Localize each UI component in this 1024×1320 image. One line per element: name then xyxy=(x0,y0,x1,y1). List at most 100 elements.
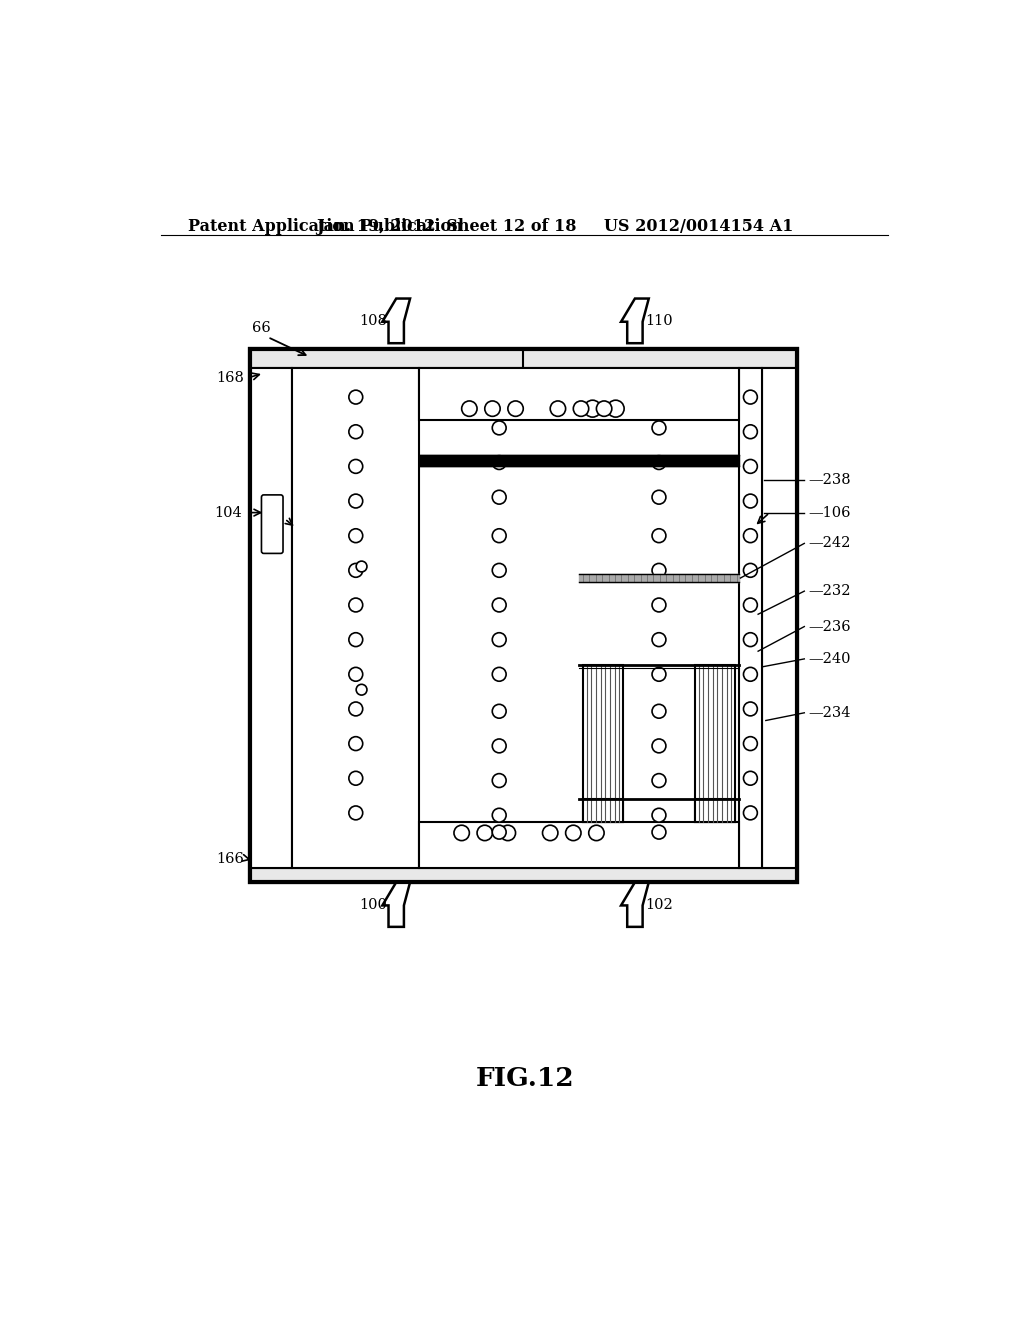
Circle shape xyxy=(356,684,367,696)
Circle shape xyxy=(356,561,367,572)
Circle shape xyxy=(584,400,601,417)
Circle shape xyxy=(652,421,666,434)
Circle shape xyxy=(743,564,758,577)
Text: —236: —236 xyxy=(808,619,851,634)
Text: 66: 66 xyxy=(252,321,271,335)
Circle shape xyxy=(565,825,581,841)
Text: 110: 110 xyxy=(646,314,674,327)
Circle shape xyxy=(743,529,758,543)
Text: Jan. 19, 2012  Sheet 12 of 18: Jan. 19, 2012 Sheet 12 of 18 xyxy=(316,218,577,235)
FancyBboxPatch shape xyxy=(261,495,283,553)
Circle shape xyxy=(493,490,506,504)
Text: 168: 168 xyxy=(217,371,245,385)
Text: US 2012/0014154 A1: US 2012/0014154 A1 xyxy=(604,218,794,235)
Text: Patent Application Publication: Patent Application Publication xyxy=(188,218,463,235)
Circle shape xyxy=(652,529,666,543)
Circle shape xyxy=(493,668,506,681)
Text: —106: —106 xyxy=(808,506,851,520)
Circle shape xyxy=(267,532,276,541)
Text: 104: 104 xyxy=(214,506,243,520)
Circle shape xyxy=(349,564,362,577)
Circle shape xyxy=(493,421,506,434)
Circle shape xyxy=(743,598,758,612)
Circle shape xyxy=(493,739,506,752)
Circle shape xyxy=(349,425,362,438)
Circle shape xyxy=(596,401,611,416)
Circle shape xyxy=(743,737,758,751)
Circle shape xyxy=(477,825,493,841)
Circle shape xyxy=(349,771,362,785)
Bar xyxy=(762,368,797,869)
Text: 166: 166 xyxy=(217,853,245,866)
Circle shape xyxy=(267,506,276,515)
Circle shape xyxy=(493,825,506,840)
Circle shape xyxy=(493,808,506,822)
Bar xyxy=(583,665,623,822)
Circle shape xyxy=(500,825,515,841)
Circle shape xyxy=(607,400,625,417)
Text: —242: —242 xyxy=(808,536,851,550)
Text: FIG.12: FIG.12 xyxy=(475,1067,574,1092)
Circle shape xyxy=(349,737,362,751)
Circle shape xyxy=(462,401,477,416)
Circle shape xyxy=(493,455,506,470)
Text: 100: 100 xyxy=(359,898,387,912)
Circle shape xyxy=(652,490,666,504)
Circle shape xyxy=(349,668,362,681)
Text: —232: —232 xyxy=(808,585,851,598)
Circle shape xyxy=(652,668,666,681)
Circle shape xyxy=(550,401,565,416)
Bar xyxy=(250,350,797,882)
Circle shape xyxy=(493,598,506,612)
Circle shape xyxy=(652,774,666,788)
Circle shape xyxy=(743,459,758,474)
Circle shape xyxy=(652,739,666,752)
Circle shape xyxy=(652,564,666,577)
Circle shape xyxy=(349,807,362,820)
Text: —234: —234 xyxy=(808,706,851,719)
Circle shape xyxy=(573,401,589,416)
Circle shape xyxy=(589,825,604,841)
Text: —238: —238 xyxy=(808,474,851,487)
Circle shape xyxy=(743,668,758,681)
Circle shape xyxy=(743,632,758,647)
Circle shape xyxy=(743,391,758,404)
Bar xyxy=(292,368,419,869)
Bar xyxy=(250,350,797,368)
Text: 108: 108 xyxy=(359,314,387,327)
Circle shape xyxy=(543,825,558,841)
Bar xyxy=(250,368,292,869)
Circle shape xyxy=(493,705,506,718)
Text: 102: 102 xyxy=(646,898,674,912)
Circle shape xyxy=(349,391,362,404)
Circle shape xyxy=(652,705,666,718)
Circle shape xyxy=(493,564,506,577)
Circle shape xyxy=(349,632,362,647)
Circle shape xyxy=(484,401,500,416)
Polygon shape xyxy=(382,298,410,343)
Circle shape xyxy=(652,808,666,822)
Circle shape xyxy=(493,632,506,647)
Text: —240: —240 xyxy=(808,652,851,665)
Bar xyxy=(250,350,797,882)
Bar xyxy=(419,822,739,869)
Polygon shape xyxy=(621,882,649,927)
Circle shape xyxy=(743,425,758,438)
Circle shape xyxy=(349,529,362,543)
Circle shape xyxy=(454,825,469,841)
Circle shape xyxy=(743,494,758,508)
Circle shape xyxy=(349,598,362,612)
Polygon shape xyxy=(382,882,410,927)
Circle shape xyxy=(349,494,362,508)
Circle shape xyxy=(652,632,666,647)
Circle shape xyxy=(493,529,506,543)
Bar xyxy=(583,799,623,822)
Circle shape xyxy=(508,401,523,416)
Circle shape xyxy=(349,459,362,474)
Bar xyxy=(250,869,797,882)
Bar xyxy=(695,799,735,822)
Circle shape xyxy=(652,825,666,840)
Circle shape xyxy=(349,702,362,715)
Circle shape xyxy=(652,598,666,612)
Bar xyxy=(695,665,735,822)
